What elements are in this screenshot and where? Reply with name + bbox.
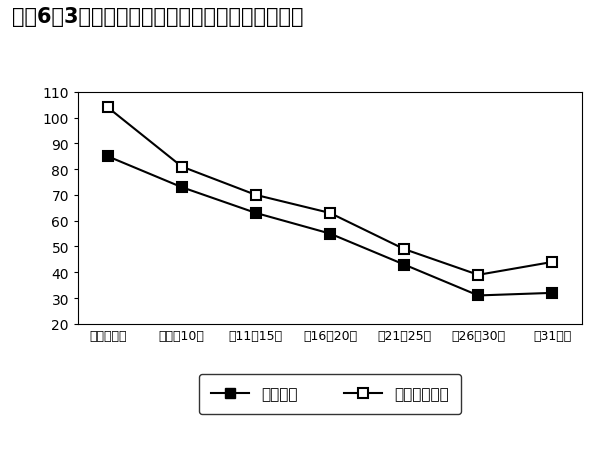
新規登録物件: [475, 272, 482, 278]
成約物件: [401, 262, 408, 268]
成約物件: [178, 185, 185, 191]
成約物件: [549, 290, 556, 296]
新規登録物件: [178, 164, 185, 170]
成約物件: [252, 211, 259, 216]
新規登録物件: [549, 260, 556, 265]
Line: 新規登録物件: 新規登録物件: [103, 103, 557, 280]
成約物件: [104, 154, 111, 160]
新規登録物件: [252, 193, 259, 198]
Legend: 成約物件, 新規登録物件: 成約物件, 新規登録物件: [199, 375, 461, 414]
新規登録物件: [401, 247, 408, 252]
成約物件: [475, 293, 482, 299]
Line: 成約物件: 成約物件: [103, 152, 557, 300]
成約物件: [326, 232, 334, 237]
新規登録物件: [104, 105, 111, 111]
Text: 図袄6－3　中古マンションの筑年帯別平均㎡単価: 図袄6－3 中古マンションの筑年帯別平均㎡単価: [12, 7, 304, 27]
新規登録物件: [326, 211, 334, 216]
